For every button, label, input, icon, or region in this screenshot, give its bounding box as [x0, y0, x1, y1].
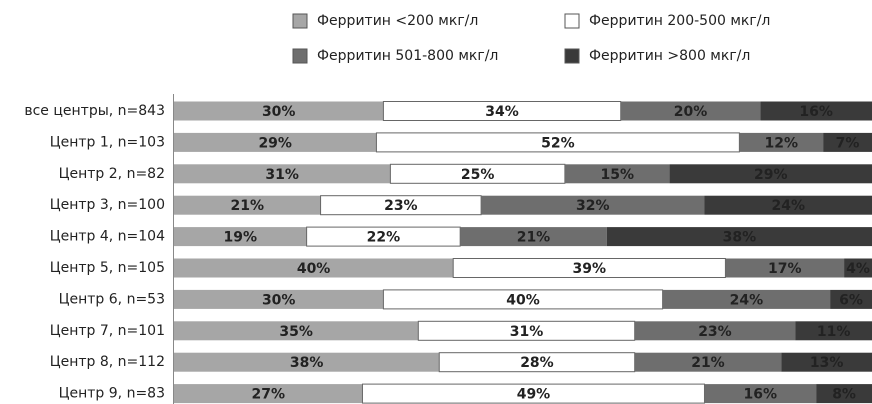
value-label: 31% [510, 324, 544, 340]
bar-segment [634, 321, 796, 341]
bar-segment [830, 289, 872, 309]
bar-segment [725, 258, 845, 278]
value-label: 21% [691, 355, 725, 371]
bar-segment [704, 384, 817, 404]
value-label: 39% [573, 261, 607, 277]
value-label: 34% [485, 104, 519, 120]
legend-swatch [564, 13, 580, 29]
value-label: 27% [251, 387, 285, 403]
bar-segment [174, 195, 321, 215]
value-label: 28% [520, 355, 554, 371]
value-label: 25% [461, 167, 495, 183]
value-label: 24% [771, 198, 805, 214]
value-label: 31% [265, 167, 299, 183]
y-tick-label: Центр 9, n=83 [59, 386, 165, 402]
value-label: 11% [817, 324, 851, 340]
value-label: 29% [754, 167, 788, 183]
bar-segment [174, 132, 377, 152]
legend-swatch [292, 13, 308, 29]
y-tick-label: Центр 3, n=100 [50, 197, 165, 213]
value-label: 19% [224, 230, 258, 246]
value-label: 16% [744, 387, 778, 403]
value-label: 52% [541, 135, 575, 151]
value-label: 29% [258, 135, 292, 151]
y-tick-label: Центр 2, n=82 [59, 166, 165, 182]
value-label: 22% [367, 230, 401, 246]
value-label: 30% [262, 292, 296, 308]
bar-segment [816, 384, 872, 404]
value-label: 8% [832, 387, 856, 403]
y-tick-label: Центр 1, n=103 [50, 134, 165, 150]
value-label: 20% [674, 104, 708, 120]
value-label: 21% [231, 198, 265, 214]
y-tick-label: все центры, n=843 [24, 103, 165, 119]
bar-segment [174, 289, 384, 309]
legend-swatch [292, 48, 308, 64]
value-label: 49% [517, 387, 551, 403]
value-label: 17% [768, 261, 802, 277]
value-label: 16% [799, 104, 833, 120]
bar-segment [704, 195, 872, 215]
bar-segment [634, 352, 782, 372]
value-label: 23% [384, 198, 418, 214]
bar-segment [174, 227, 307, 247]
bar-segment [606, 227, 872, 247]
bar-segment [739, 132, 824, 152]
bar-segment [795, 321, 872, 341]
y-tick-label: Центр 4, n=104 [50, 229, 165, 245]
y-tick-label: Центр 6, n=53 [59, 291, 165, 307]
bar-segment [174, 258, 454, 278]
value-label: 30% [262, 104, 296, 120]
bar-segment [781, 352, 872, 372]
y-tick-label: Центр 8, n=112 [50, 354, 165, 370]
bar-segment [669, 164, 872, 184]
bar-segment [844, 258, 872, 278]
bar-segment [174, 352, 440, 372]
y-tick-label: Центр 7, n=101 [50, 323, 165, 339]
bar-segment [174, 101, 384, 121]
legend-label: Ферритин <200 мкг/л [317, 13, 478, 29]
value-label: 38% [723, 230, 757, 246]
legend-label: Ферритин 501-800 мкг/л [317, 48, 498, 64]
bar-segment [174, 164, 391, 184]
value-label: 21% [517, 230, 551, 246]
value-label: 32% [576, 198, 610, 214]
bar-segment [620, 101, 761, 121]
value-label: 40% [506, 292, 540, 308]
bar-segment [662, 289, 831, 309]
value-label: 15% [600, 167, 634, 183]
value-label: 6% [839, 292, 863, 308]
value-label: 13% [810, 355, 844, 371]
value-label: 40% [297, 261, 331, 277]
value-label: 23% [698, 324, 732, 340]
value-label: 24% [730, 292, 764, 308]
bar-segment [174, 321, 419, 341]
bar-segment [760, 101, 872, 121]
value-label: 35% [279, 324, 313, 340]
y-tick-label: Центр 5, n=105 [50, 260, 165, 276]
bar-segment [460, 227, 607, 247]
value-label: 7% [836, 135, 860, 151]
bar-segment [564, 164, 670, 184]
bar-segment [481, 195, 705, 215]
legend-label: Ферритин 200-500 мкг/л [589, 13, 770, 29]
value-label: 4% [846, 261, 870, 277]
bar-segment [823, 132, 872, 152]
value-label: 38% [290, 355, 324, 371]
legend-swatch [564, 48, 580, 64]
legend-label: Ферритин >800 мкг/л [589, 48, 750, 64]
bar-segment [174, 384, 363, 404]
value-label: 12% [765, 135, 799, 151]
